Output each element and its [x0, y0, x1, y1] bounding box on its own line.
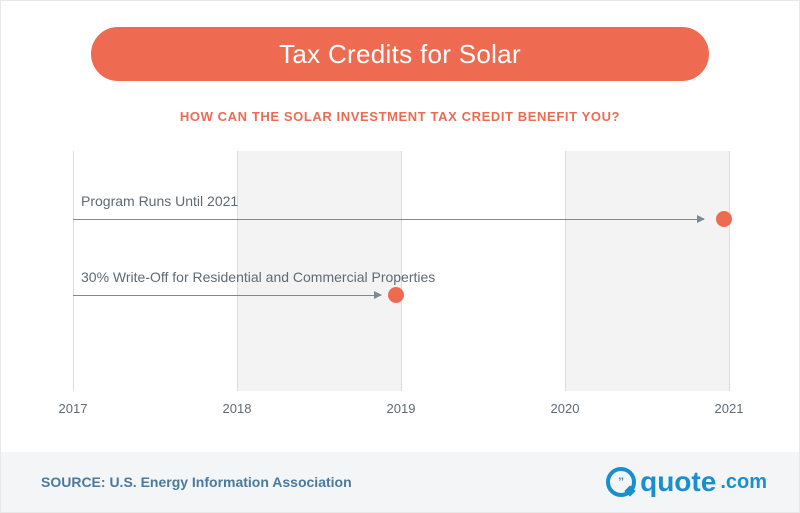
timeline-chart: 20172018201920202021Program Runs Until 2… [73, 151, 729, 391]
gridline [565, 151, 566, 391]
timeline-endpoint-dot [716, 211, 732, 227]
timeline-row-label: Program Runs Until 2021 [81, 193, 238, 209]
gridline [73, 151, 74, 391]
gridline [729, 151, 730, 391]
title-pill: Tax Credits for Solar [91, 27, 709, 81]
chart-band [565, 151, 729, 391]
x-tick-label: 2020 [551, 401, 580, 416]
x-tick-label: 2018 [223, 401, 252, 416]
logo-q-icon: ’’ [606, 467, 636, 497]
timeline-arrow [73, 219, 704, 220]
timeline-endpoint-dot [388, 287, 404, 303]
x-tick-label: 2017 [59, 401, 88, 416]
x-tick-label: 2019 [387, 401, 416, 416]
subtitle: HOW CAN THE SOLAR INVESTMENT TAX CREDIT … [1, 109, 799, 124]
source-attribution: SOURCE: U.S. Energy Information Associat… [41, 474, 352, 490]
timeline-arrow [73, 295, 381, 296]
logo-word: quote [640, 466, 716, 498]
logo-suffix: .com [720, 471, 767, 494]
x-tick-label: 2021 [715, 401, 744, 416]
infographic-canvas: Tax Credits for Solar HOW CAN THE SOLAR … [0, 0, 800, 513]
title-text: Tax Credits for Solar [279, 39, 521, 70]
footer-bar: SOURCE: U.S. Energy Information Associat… [1, 452, 799, 512]
quote-logo: ’’ quote .com [606, 466, 767, 498]
timeline-row-label: 30% Write-Off for Residential and Commer… [81, 269, 435, 285]
